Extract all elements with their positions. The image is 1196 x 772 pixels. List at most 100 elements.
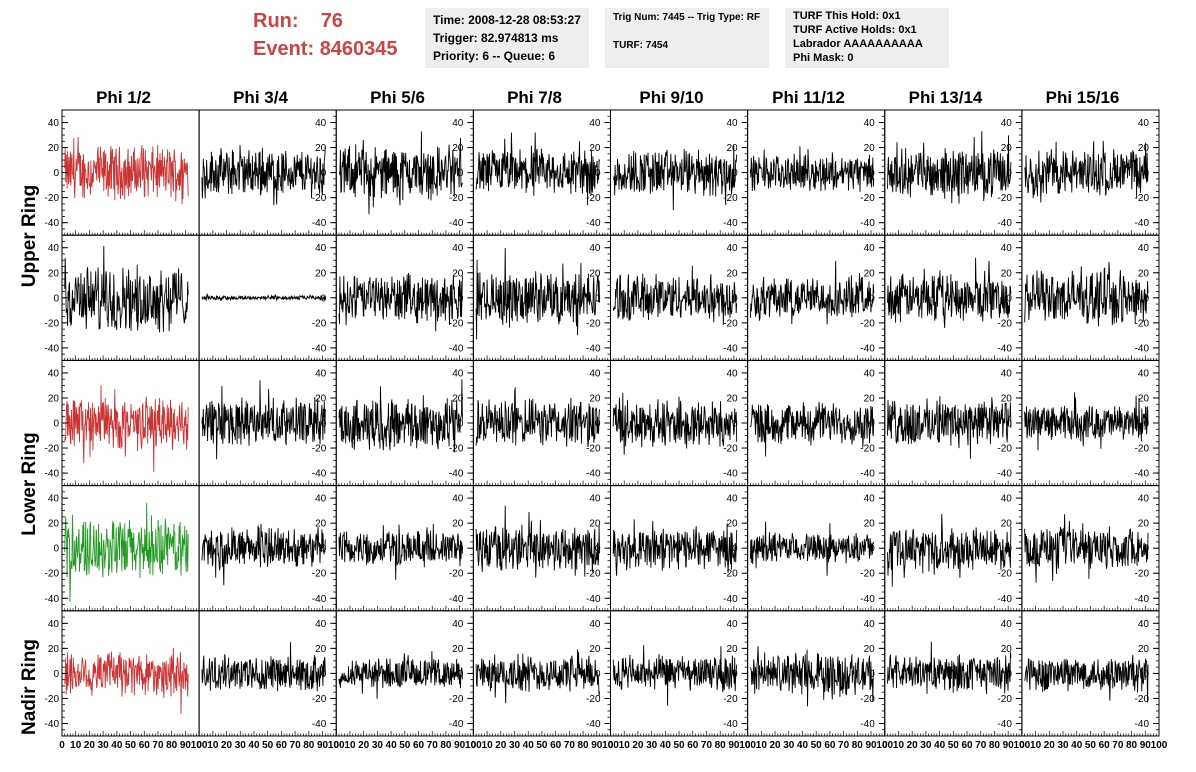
waveform-trace-r1-c6 [887, 257, 1012, 329]
y-tick-label: -40 [45, 343, 60, 354]
y-tick-label: 40 [589, 118, 601, 129]
y-tick-label: -20 [586, 444, 601, 455]
y-tick-label: -40 [997, 469, 1012, 480]
column-header-phi-13-14: Phi 13/14 [908, 88, 983, 107]
y-tick-label: 0 [321, 544, 327, 555]
y-tick-label: 40 [727, 243, 739, 254]
y-tick-label: 20 [864, 644, 876, 655]
x-tick-label: 30 [235, 740, 247, 751]
y-tick-label: -20 [1135, 444, 1150, 455]
y-tick-label: 0 [53, 419, 59, 430]
y-tick-label: -20 [45, 193, 60, 204]
waveform-trace-r0-c7 [1024, 140, 1149, 203]
x-tick-label: 60 [687, 740, 699, 751]
y-tick-label: -20 [312, 694, 327, 705]
y-tick-label: -40 [860, 594, 875, 605]
y-tick-label: 0 [595, 293, 601, 304]
y-tick-label: 0 [1143, 544, 1149, 555]
x-tick-label: 60 [276, 740, 288, 751]
x-tick-label: 60 [550, 740, 562, 751]
y-tick-label: -20 [723, 569, 738, 580]
x-tick-label: 30 [646, 740, 658, 751]
y-tick-label: 40 [452, 118, 464, 129]
y-tick-label: -40 [723, 218, 738, 229]
x-tick-label: 40 [797, 740, 809, 751]
y-tick-label: 40 [589, 243, 601, 254]
x-tick-label: 70 [701, 740, 713, 751]
x-tick-label: 90 [454, 740, 466, 751]
y-tick-label: -20 [1135, 193, 1150, 204]
time-info-box: Time: 2008-12-28 08:53:27 Trigger: 82.97… [425, 8, 589, 68]
x-tick-label: 80 [715, 740, 727, 751]
y-tick-label: 40 [864, 243, 876, 254]
waveform-trace-r0-c6 [887, 131, 1012, 204]
waveform-trace-r2-c6 [887, 396, 1012, 459]
y-tick-label: -20 [45, 569, 60, 580]
y-tick-label: -40 [723, 469, 738, 480]
y-tick-label: 20 [727, 644, 739, 655]
x-tick-label: 0 [745, 740, 751, 751]
y-tick-label: -20 [997, 444, 1012, 455]
x-tick-label: 100 [191, 740, 208, 751]
x-tick-label: 40 [386, 740, 398, 751]
y-tick-label: -40 [723, 594, 738, 605]
x-tick-label: 90 [180, 740, 192, 751]
x-tick-label: 30 [783, 740, 795, 751]
x-tick-label: 10 [619, 740, 631, 751]
y-tick-label: -20 [312, 318, 327, 329]
y-tick-label: -20 [723, 694, 738, 705]
trig-num-text: Trig Num: 7445 -- Trig Type: RF [613, 12, 761, 23]
y-tick-label: -20 [45, 318, 60, 329]
time-text: Time: 2008-12-28 08:53:27 [433, 13, 581, 27]
y-tick-label: 0 [321, 669, 327, 680]
waveform-trace-r0-c3 [475, 132, 600, 206]
y-tick-label: 40 [1138, 494, 1150, 505]
y-tick-label: 20 [589, 519, 601, 530]
waveform-trace-r3-c1 [201, 523, 326, 586]
priority-text: Priority: 6 -- Queue: 6 [433, 49, 556, 63]
y-tick-label: -40 [1135, 719, 1150, 730]
column-header-phi-3-4: Phi 3/4 [233, 88, 288, 107]
y-tick-label: -20 [449, 444, 464, 455]
y-tick-label: -40 [45, 719, 60, 730]
y-tick-label: -20 [997, 694, 1012, 705]
waveform-trace-r2-c2 [338, 379, 463, 453]
waveform-trace-r3-c2 [338, 523, 463, 580]
x-tick-label: 20 [221, 740, 233, 751]
y-tick-label: 0 [1006, 168, 1012, 179]
waveform-trace-r2-c3 [475, 387, 600, 448]
column-header-phi-15-16: Phi 15/16 [1045, 88, 1120, 107]
x-tick-label: 0 [59, 740, 65, 751]
x-tick-label: 20 [769, 740, 781, 751]
x-tick-label: 80 [989, 740, 1001, 751]
x-tick-label: 0 [608, 740, 614, 751]
y-tick-label: -40 [860, 218, 875, 229]
y-tick-label: -40 [860, 343, 875, 354]
y-tick-label: 20 [315, 393, 327, 404]
y-tick-label: 40 [452, 494, 464, 505]
y-tick-label: 0 [732, 544, 738, 555]
x-tick-label: 30 [372, 740, 384, 751]
x-tick-label: 40 [934, 740, 946, 751]
x-tick-label: 50 [1085, 740, 1097, 751]
y-tick-label: 20 [1138, 644, 1150, 655]
y-tick-label: 20 [48, 644, 60, 655]
x-tick-label: 10 [344, 740, 356, 751]
turf-text: TURF: 7454 [613, 40, 669, 51]
x-tick-label: 70 [427, 740, 439, 751]
y-tick-label: 0 [732, 168, 738, 179]
y-tick-label: 20 [1138, 519, 1150, 530]
y-tick-label: -20 [1135, 318, 1150, 329]
y-tick-label: 0 [869, 293, 875, 304]
x-tick-label: 10 [70, 740, 82, 751]
waveform-trace-r3-c7 [1024, 514, 1149, 583]
y-tick-label: 40 [48, 619, 60, 630]
y-tick-label: 0 [1006, 419, 1012, 430]
x-tick-label: 60 [1099, 740, 1111, 751]
x-tick-label: 80 [166, 740, 178, 751]
y-tick-label: -20 [860, 318, 875, 329]
turf-info-box: TURF This Hold: 0x1 TURF Active Holds: 0… [785, 8, 949, 68]
y-tick-label: 20 [589, 268, 601, 279]
y-tick-label: -40 [586, 719, 601, 730]
labrador-text: Labrador AAAAAAAAAA [793, 38, 923, 50]
